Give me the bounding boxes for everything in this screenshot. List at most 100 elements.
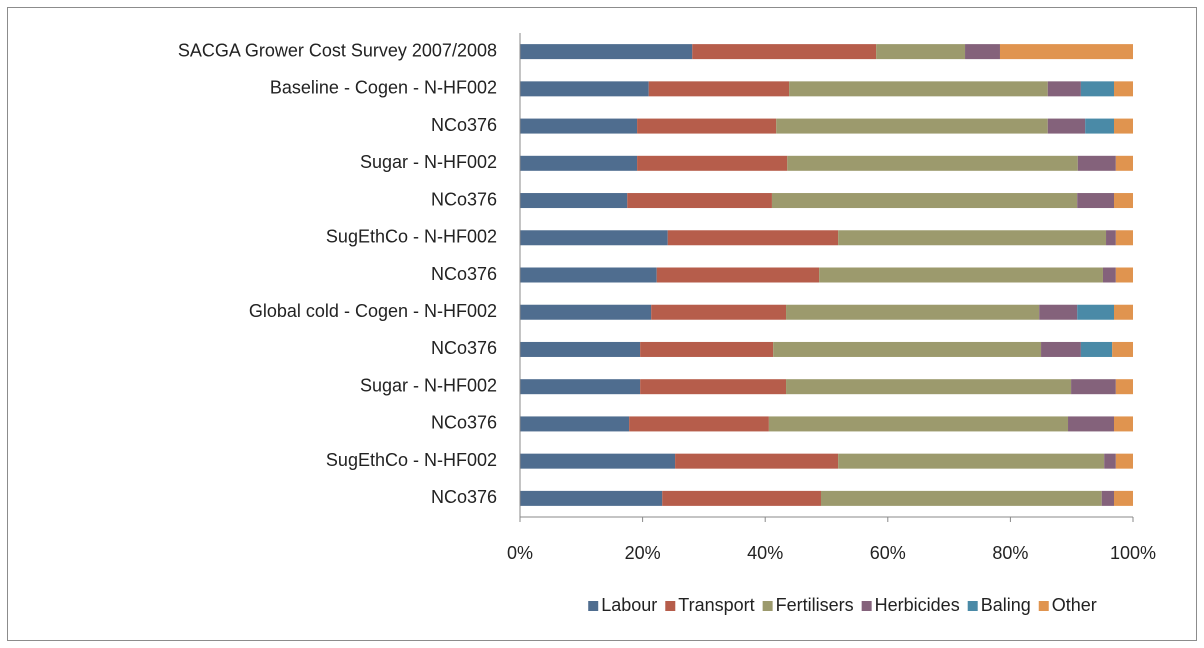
y-tick-label: NCo376: [431, 338, 497, 358]
y-tick-label: SugEthCo - N-HF002: [326, 227, 497, 247]
bar-segment: [1077, 193, 1114, 209]
y-tick-label: NCo376: [431, 189, 497, 209]
bar-segment: [776, 118, 1048, 134]
bar-segment: [1104, 453, 1116, 469]
bar-segment: [520, 490, 663, 506]
bar-segment: [1085, 118, 1114, 134]
bar-segment: [637, 155, 788, 171]
y-tick-label: NCo376: [431, 487, 497, 507]
bar-segment: [640, 379, 787, 395]
bar-segment: [773, 341, 1042, 357]
legend-swatch: [1038, 601, 1049, 611]
bar-segment: [789, 81, 1048, 97]
y-tick-label: Global cold - Cogen - N-HF002: [249, 301, 497, 321]
bar-segment: [1113, 304, 1133, 320]
bar-segment: [1102, 267, 1116, 283]
bar-segment: [675, 453, 839, 469]
bar-segment: [656, 267, 820, 283]
legend-label: Herbicides: [875, 595, 960, 615]
chart-border: [7, 7, 1197, 641]
x-tick-label: 0%: [507, 543, 533, 563]
legend-label: Fertilisers: [776, 595, 854, 615]
y-tick-label: NCo376: [431, 413, 497, 433]
legend-label: Other: [1052, 595, 1097, 615]
bar-segment: [1113, 490, 1133, 506]
bar-segment: [965, 44, 1000, 60]
legend-swatch: [665, 601, 676, 611]
legend-swatch: [967, 601, 978, 611]
y-tick-label: Baseline - Cogen - N-HF002: [270, 78, 497, 98]
bar-segment: [520, 379, 641, 395]
bar-segment: [520, 193, 628, 209]
bar-segment: [1071, 379, 1116, 395]
bar-segment: [1112, 341, 1133, 357]
bar-segment: [629, 416, 769, 432]
bar-segment: [771, 193, 1078, 209]
x-tick-label: 100%: [1110, 543, 1156, 563]
bar-segment: [999, 44, 1133, 60]
bar-segment: [1077, 155, 1116, 171]
bar-segment: [1113, 81, 1133, 97]
bar-segment: [662, 490, 821, 506]
bar-segment: [1080, 341, 1113, 357]
legend-label: Baling: [981, 595, 1031, 615]
bar-segment: [520, 155, 638, 171]
bar-segment: [786, 304, 1040, 320]
bar-segment: [520, 304, 652, 320]
legend-swatch: [861, 601, 872, 611]
x-tick-label: 40%: [747, 543, 783, 563]
bar-segment: [520, 453, 676, 469]
bar-segment: [1047, 81, 1081, 97]
bar-segment: [520, 341, 641, 357]
bar-segment: [520, 230, 668, 246]
bar-segment: [627, 193, 772, 209]
y-tick-label: NCo376: [431, 264, 497, 284]
bar-segment: [1047, 118, 1086, 134]
bar-segment: [1080, 81, 1114, 97]
y-tick-label: NCo376: [431, 115, 497, 135]
bar-segment: [1115, 155, 1133, 171]
bar-segment: [651, 304, 787, 320]
legend-label: Labour: [601, 595, 657, 615]
bar-segment: [520, 416, 630, 432]
bar-segment: [520, 267, 657, 283]
bar-segment: [648, 81, 790, 97]
legend-swatch: [762, 601, 773, 611]
y-tick-label: Sugar - N-HF002: [360, 152, 497, 172]
bar-segment: [820, 490, 1102, 506]
y-tick-label: SACGA Grower Cost Survey 2007/2008: [178, 40, 497, 60]
bar-segment: [838, 230, 1107, 246]
bar-segment: [1115, 379, 1133, 395]
bar-segment: [692, 44, 877, 60]
bar-segment: [667, 230, 839, 246]
bar-segment: [637, 118, 777, 134]
x-tick-label: 20%: [625, 543, 661, 563]
bar-segment: [1068, 416, 1114, 432]
bar-segment: [1115, 453, 1133, 469]
bar-segment: [787, 155, 1078, 171]
bar-segment: [876, 44, 966, 60]
bar-segment: [1041, 341, 1081, 357]
y-tick-label: Sugar - N-HF002: [360, 375, 497, 395]
bar-segment: [520, 81, 649, 97]
x-tick-label: 80%: [992, 543, 1028, 563]
bar-segment: [819, 267, 1103, 283]
bar-segment: [1039, 304, 1078, 320]
bar-segment: [1077, 304, 1114, 320]
bar-segment: [640, 341, 774, 357]
x-tick-label: 60%: [870, 543, 906, 563]
bar-segment: [1115, 230, 1133, 246]
bar-segment: [768, 416, 1069, 432]
legend-swatch: [588, 601, 599, 611]
bar-segment: [1113, 118, 1133, 134]
y-tick-label: SugEthCo - N-HF002: [326, 450, 497, 470]
bar-segment: [786, 379, 1072, 395]
bar-segment: [1113, 416, 1133, 432]
bar-segment: [520, 44, 693, 60]
bar-segment: [1101, 490, 1114, 506]
bar-segment: [1106, 230, 1116, 246]
bar-segment: [1115, 267, 1133, 283]
bar-segment: [520, 118, 638, 134]
bar-segment: [1113, 193, 1133, 209]
